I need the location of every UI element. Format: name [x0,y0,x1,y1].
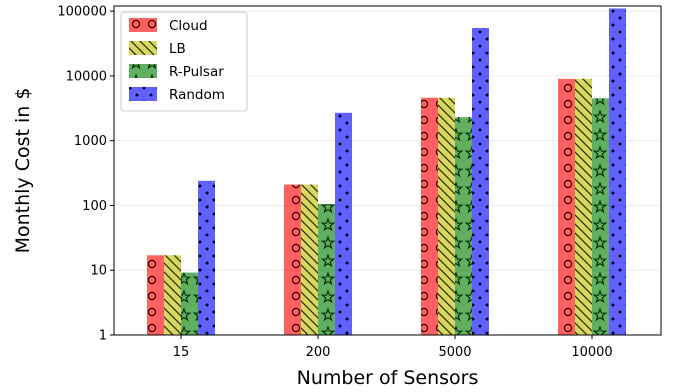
legend-swatch-hatch [129,41,157,55]
y-tick-label: 100 [82,199,107,214]
bar-cloud-15 [147,255,164,335]
x-tick-label: 15 [173,345,190,360]
y-tick-label: 10 [90,264,107,279]
bar-hatch [181,272,198,335]
bar-lb-200 [301,184,318,335]
legend-swatch-hatch [129,18,157,32]
bar-hatch [318,204,335,335]
legend-label: R-Pulsar [169,64,224,80]
plot-frame [113,5,662,336]
bar-random-5000 [472,27,489,335]
bar-r-pulsar-10000 [592,98,609,335]
legend-swatch-hatch [129,87,157,101]
y-tick-label: 1000 [74,134,107,149]
bar-hatch [592,98,609,335]
x-axis-label: Number of Sensors [297,367,479,389]
bar-hatch [147,255,164,335]
bar-hatch [198,180,215,335]
bars [147,8,626,336]
bar-cloud-10000 [558,78,575,335]
legend-item-cloud: Cloud [129,18,208,34]
bar-hatch [421,97,438,336]
bar-r-pulsar-5000 [455,117,472,335]
bar-hatch [472,27,489,335]
y-tick-label: 100000 [57,5,107,20]
legend-box [120,11,248,112]
bar-lb-5000 [438,97,455,336]
legend: Cloud LB R-Pulsar Random [120,11,248,112]
y-axis-label: Monthly Cost in $ [12,88,34,254]
bar-cloud-200 [284,184,301,335]
x-tick-label: 200 [306,345,331,360]
legend-label: Random [169,87,225,103]
x-axis: 15 200 5000 10000 [173,335,613,360]
bar-hatch [455,117,472,335]
bar-hatch [164,255,181,335]
y-tick-label: 1 [99,329,107,344]
bar-hatch [438,97,455,336]
legend-item-lb: LB [129,41,186,57]
legend-label: Cloud [169,18,208,34]
y-tick-label: 10000 [66,69,107,84]
bar-hatch [301,184,318,335]
bar-hatch [575,78,592,335]
legend-swatch-hatch [129,64,157,78]
bar-random-15 [198,180,215,335]
legend-label: LB [169,41,186,57]
bar-lb-10000 [575,78,592,335]
bar-r-pulsar-15 [181,272,198,335]
bar-random-200 [335,112,352,336]
bar-hatch [558,78,575,335]
y-axis: 1 10 100 1000 10000 100000 [57,5,114,344]
bar-hatch [335,112,352,336]
x-tick-label: 10000 [571,345,612,360]
bar-r-pulsar-200 [318,204,335,335]
bar-lb-15 [164,255,181,335]
legend-item-random: Random [129,87,225,103]
bar-cloud-5000 [421,97,438,336]
legend-item-r-pulsar: R-Pulsar [129,64,224,80]
x-tick-label: 5000 [438,345,471,360]
bar-hatch [284,184,301,335]
bar-random-10000 [609,8,626,336]
bar-hatch [609,8,626,336]
